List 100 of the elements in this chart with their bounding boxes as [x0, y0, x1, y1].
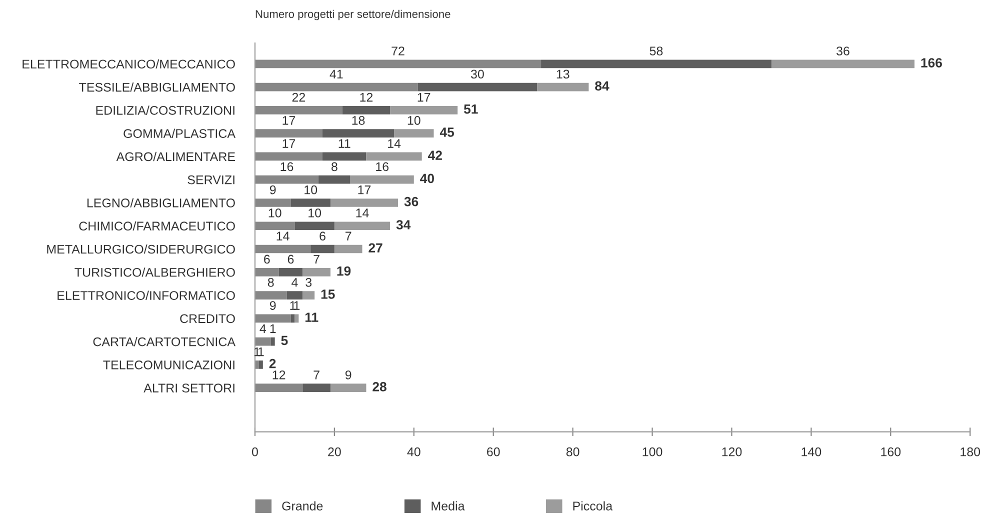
x-tick-label: 40: [407, 447, 420, 456]
data-label: 6: [320, 232, 326, 241]
y-tick-label: METALLURGICO/SIDERURGICO: [47, 244, 235, 254]
data-label: 8: [332, 162, 338, 172]
total-label: 40: [420, 174, 434, 184]
bar: [771, 60, 914, 68]
y-tick-label: CHIMICO/FARMACEUTICO: [79, 221, 235, 231]
x-tick-label: 140: [802, 447, 822, 456]
total-label: 28: [372, 382, 386, 392]
bar: [334, 222, 390, 230]
x-tick-label: 20: [328, 447, 341, 456]
data-label: 16: [376, 162, 389, 172]
data-label: 30: [470, 70, 484, 79]
y-tick-label: ALTRI SETTORI: [144, 384, 234, 392]
data-label: 10: [308, 208, 322, 218]
data-label: 1: [258, 347, 264, 356]
bar: [254, 314, 291, 323]
bar: [254, 198, 291, 207]
bar: [254, 129, 323, 138]
bar: [310, 244, 334, 254]
bar: [322, 129, 394, 138]
total-label: 42: [428, 150, 442, 160]
data-label: 17: [282, 139, 296, 148]
data-label: 13: [556, 70, 570, 79]
data-label: 12: [360, 92, 373, 102]
data-label: 7: [314, 370, 320, 380]
data-label: 6: [288, 254, 294, 264]
bar: [334, 244, 362, 254]
bar: [270, 337, 275, 346]
y-tick-label: SERVIZI: [188, 175, 234, 184]
data-label: 17: [358, 186, 371, 194]
x-tick-label: 180: [960, 447, 980, 456]
bar: [366, 152, 422, 161]
x-tick-label: 80: [566, 447, 580, 456]
data-label: 22: [292, 92, 306, 102]
data-label: 41: [330, 70, 343, 78]
data-label: 12: [272, 370, 286, 380]
bar: [254, 384, 303, 392]
bar: [254, 244, 311, 254]
data-label: 10: [268, 208, 282, 218]
y-tick-label: TURISTICO/ALBERGHIERO: [74, 268, 235, 277]
bar: [254, 268, 279, 276]
bar: [330, 198, 398, 207]
bar: [290, 198, 330, 207]
y-tick-label: GOMMA/PLASTICA: [124, 128, 236, 138]
chart-title: Numero progetti per settore/dimensione: [256, 10, 450, 20]
bar: [394, 129, 434, 138]
bar: [254, 152, 323, 161]
bar: [254, 291, 287, 300]
data-label: 4: [260, 324, 266, 333]
legend-label: Grande: [282, 501, 323, 510]
bar: [537, 82, 589, 92]
data-label: 11: [338, 139, 350, 148]
bar: [294, 222, 334, 230]
bar: [418, 82, 538, 92]
data-label: 4: [292, 278, 298, 287]
data-label: 58: [650, 46, 663, 56]
bar: [302, 291, 315, 300]
bar: [254, 337, 271, 346]
data-label: 3: [306, 278, 312, 287]
bar: [322, 152, 366, 161]
total-label: 19: [337, 266, 351, 276]
bar: [302, 384, 330, 392]
bar: [350, 175, 414, 184]
data-label: 10: [408, 116, 420, 125]
total-label: 51: [464, 104, 478, 114]
data-label: 7: [314, 254, 320, 264]
data-label: 9: [270, 301, 276, 310]
bar: [254, 60, 542, 68]
data-label: 36: [836, 46, 850, 56]
data-label: 6: [264, 254, 270, 264]
bar: [302, 268, 330, 276]
bar: [286, 291, 303, 300]
y-tick-label: AGRO/ALIMENTARE: [116, 152, 235, 162]
bar: [258, 360, 263, 369]
legend-label: Piccola: [573, 501, 613, 510]
data-label: 9: [270, 185, 276, 194]
total-label: 36: [404, 196, 418, 206]
x-tick-label: 100: [642, 447, 662, 456]
data-label: 18: [352, 116, 365, 125]
total-label: 5: [281, 336, 288, 346]
bar: [254, 222, 295, 230]
data-label: 16: [280, 162, 294, 172]
data-label: 72: [392, 46, 404, 56]
y-tick-label: TESSILE/ABBIGLIAMENTO: [79, 82, 235, 92]
total-label: 84: [595, 81, 610, 91]
data-label: 1: [270, 324, 276, 333]
data-label: 7: [346, 232, 352, 240]
data-label: 17: [282, 116, 296, 125]
x-tick-label: 60: [487, 447, 500, 456]
data-label: 17: [418, 92, 430, 102]
x-tick-label: 120: [722, 447, 742, 456]
bar: [254, 82, 418, 92]
bar: [330, 384, 366, 392]
data-label: 14: [356, 208, 369, 218]
total-label: 34: [396, 220, 411, 230]
y-tick-label: EDILIZIA/COSTRUZIONI: [96, 106, 234, 115]
y-tick-label: LEGNO/ABBIGLIAMENTO: [87, 198, 235, 208]
y-tick-label: CREDITO: [180, 314, 235, 324]
data-label: 1: [294, 301, 300, 310]
